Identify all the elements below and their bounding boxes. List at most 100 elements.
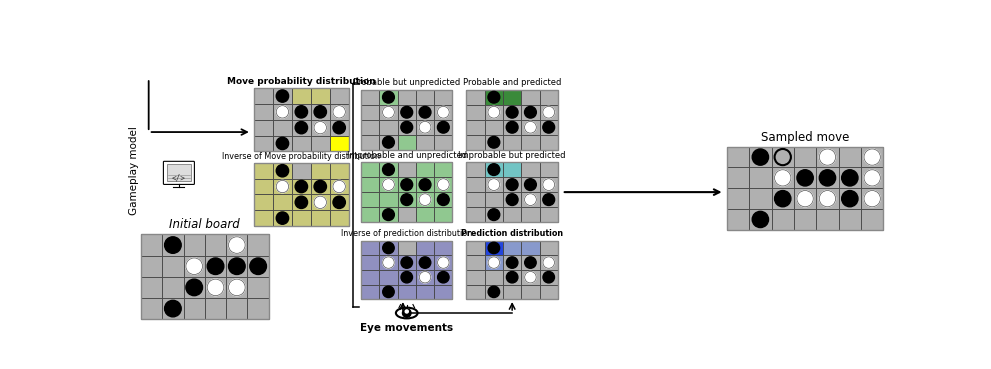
Bar — [467, 105, 485, 120]
Bar — [794, 188, 817, 209]
Bar — [521, 120, 539, 135]
Bar — [416, 120, 434, 135]
Circle shape — [207, 279, 224, 296]
Circle shape — [775, 149, 791, 165]
Circle shape — [506, 179, 518, 190]
Bar — [749, 188, 772, 209]
Bar — [380, 284, 397, 299]
Circle shape — [775, 170, 791, 186]
Bar — [861, 147, 883, 168]
Circle shape — [276, 165, 288, 177]
Bar — [292, 163, 311, 179]
Bar — [838, 209, 861, 230]
Bar — [434, 241, 453, 255]
Bar — [226, 234, 248, 256]
Circle shape — [314, 121, 326, 134]
Circle shape — [506, 194, 518, 206]
Bar — [467, 284, 485, 299]
Bar — [141, 277, 163, 298]
Bar — [416, 207, 434, 222]
Bar — [380, 135, 397, 150]
Bar — [467, 162, 485, 177]
Bar — [292, 179, 311, 194]
Bar — [254, 120, 273, 135]
Bar — [254, 194, 273, 210]
Bar — [273, 120, 292, 135]
Bar — [772, 188, 794, 209]
Bar — [380, 207, 397, 222]
Bar — [539, 241, 558, 255]
Bar — [521, 90, 539, 105]
Bar — [397, 105, 416, 120]
Bar — [380, 241, 397, 255]
Circle shape — [229, 279, 245, 296]
Circle shape — [314, 106, 326, 118]
Bar — [141, 234, 269, 319]
Bar — [467, 162, 558, 222]
Circle shape — [333, 196, 346, 208]
Bar — [397, 177, 416, 192]
Bar — [772, 209, 794, 230]
Bar — [416, 241, 434, 255]
Circle shape — [488, 179, 499, 190]
Text: Move probability distribution: Move probability distribution — [227, 77, 376, 86]
Bar — [416, 284, 434, 299]
Text: Inverse of Move probability distribution: Inverse of Move probability distribution — [222, 152, 381, 161]
Bar — [521, 177, 539, 192]
Bar — [726, 188, 749, 209]
Circle shape — [383, 242, 394, 254]
Bar — [205, 298, 226, 319]
Bar — [521, 162, 539, 177]
Bar — [248, 256, 269, 277]
Circle shape — [438, 257, 449, 268]
Bar — [521, 135, 539, 150]
Bar — [861, 209, 883, 230]
Bar — [726, 147, 883, 230]
Circle shape — [207, 258, 224, 275]
Bar — [248, 234, 269, 256]
Bar — [163, 234, 183, 256]
Bar — [467, 135, 485, 150]
Bar — [539, 192, 558, 207]
Bar — [273, 88, 292, 104]
Circle shape — [419, 272, 431, 283]
Bar — [521, 105, 539, 120]
Bar — [539, 270, 558, 284]
Bar — [361, 192, 380, 207]
Bar — [141, 298, 163, 319]
Circle shape — [229, 237, 245, 253]
Circle shape — [543, 257, 555, 268]
Bar — [292, 104, 311, 120]
Bar — [434, 270, 453, 284]
Bar — [311, 88, 330, 104]
Circle shape — [797, 170, 814, 186]
Circle shape — [276, 212, 288, 224]
Bar — [226, 256, 248, 277]
Bar — [397, 90, 416, 105]
Bar — [397, 207, 416, 222]
Circle shape — [488, 164, 499, 175]
Bar — [397, 270, 416, 284]
Bar — [726, 147, 749, 168]
Bar — [467, 255, 485, 270]
FancyBboxPatch shape — [164, 161, 194, 184]
Bar — [397, 162, 416, 177]
Bar — [539, 207, 558, 222]
Bar — [416, 255, 434, 270]
Circle shape — [489, 257, 499, 268]
Bar — [539, 162, 558, 177]
Circle shape — [383, 92, 394, 103]
Bar — [361, 162, 380, 177]
Bar — [311, 135, 330, 151]
Circle shape — [165, 300, 181, 317]
Bar — [467, 177, 485, 192]
Bar — [539, 135, 558, 150]
Bar — [485, 135, 503, 150]
Circle shape — [276, 90, 288, 102]
Circle shape — [295, 196, 307, 208]
Bar — [503, 105, 521, 120]
Bar — [416, 90, 434, 105]
Bar — [254, 135, 273, 151]
Bar — [416, 177, 434, 192]
Bar — [817, 168, 838, 188]
